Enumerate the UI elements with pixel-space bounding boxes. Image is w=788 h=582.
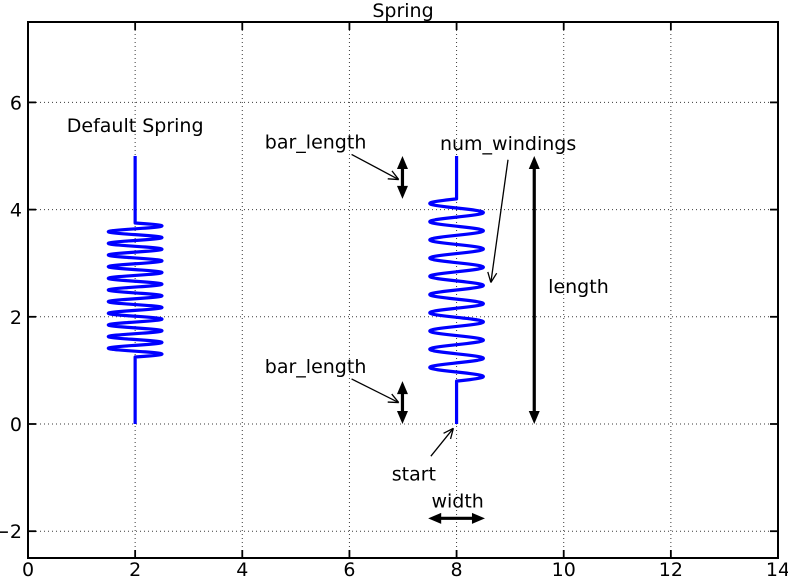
y-tick-label: 4 [10,200,22,222]
arrow-bar-length-top-head [388,179,399,180]
x-tick-label: 12 [659,559,683,577]
y-tick-label: 0 [10,414,22,436]
x-tick-label: 0 [22,559,34,577]
label-start: start [392,463,436,485]
label-default-spring: Default Spring [67,115,204,137]
x-tick-label: 2 [129,559,141,577]
x-tick-label: 4 [236,559,248,577]
y-tick-label: 6 [10,92,22,114]
y-tick-label: 2 [10,307,22,329]
label-width: width [431,491,483,513]
x-tick-label: 14 [766,559,788,577]
label-bar-length-bottom: bar_length [265,356,367,378]
x-tick-label: 6 [343,559,355,577]
x-tick-label: 8 [451,559,463,577]
x-tick-label: 10 [552,559,576,577]
y-tick-label: −2 [0,521,22,543]
plot-title: Spring [372,0,433,22]
label-length: length [548,276,609,298]
label-num-windings: num_windings [440,133,576,155]
label-bar-length-top: bar_length [265,131,367,153]
